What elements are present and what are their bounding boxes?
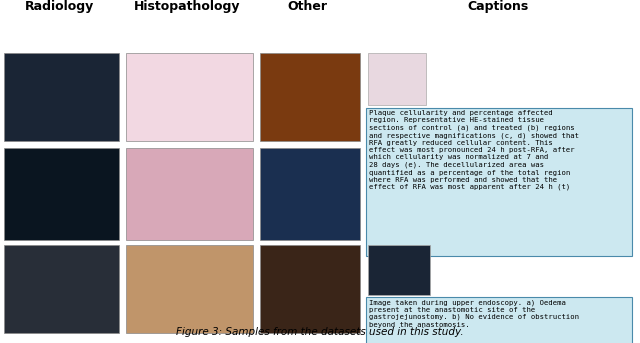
Text: Image taken during upper endoscopy. a) Oedema
present at the anastomotic site of: Image taken during upper endoscopy. a) O…	[369, 299, 579, 328]
Bar	[260, 53, 360, 141]
Text: Other: Other	[287, 0, 327, 13]
FancyBboxPatch shape	[366, 108, 632, 256]
Text: Figure 3: Samples from the datasets used in this study.: Figure 3: Samples from the datasets used…	[176, 327, 464, 337]
Bar	[126, 148, 253, 240]
Bar	[260, 245, 360, 333]
Text: Plaque cellularity and percentage affected
region. Representative HE-stained tis: Plaque cellularity and percentage affect…	[369, 110, 579, 190]
Bar	[126, 245, 253, 333]
Bar	[126, 53, 253, 141]
FancyBboxPatch shape	[366, 297, 632, 343]
Bar	[368, 245, 430, 295]
Text: Histopathology: Histopathology	[134, 0, 240, 13]
Bar	[4, 245, 119, 333]
Bar	[368, 53, 426, 105]
Text: Radiology: Radiology	[26, 0, 95, 13]
Bar	[260, 148, 360, 240]
Text: Captions: Captions	[467, 0, 529, 13]
Bar	[4, 148, 119, 240]
Bar	[4, 53, 119, 141]
